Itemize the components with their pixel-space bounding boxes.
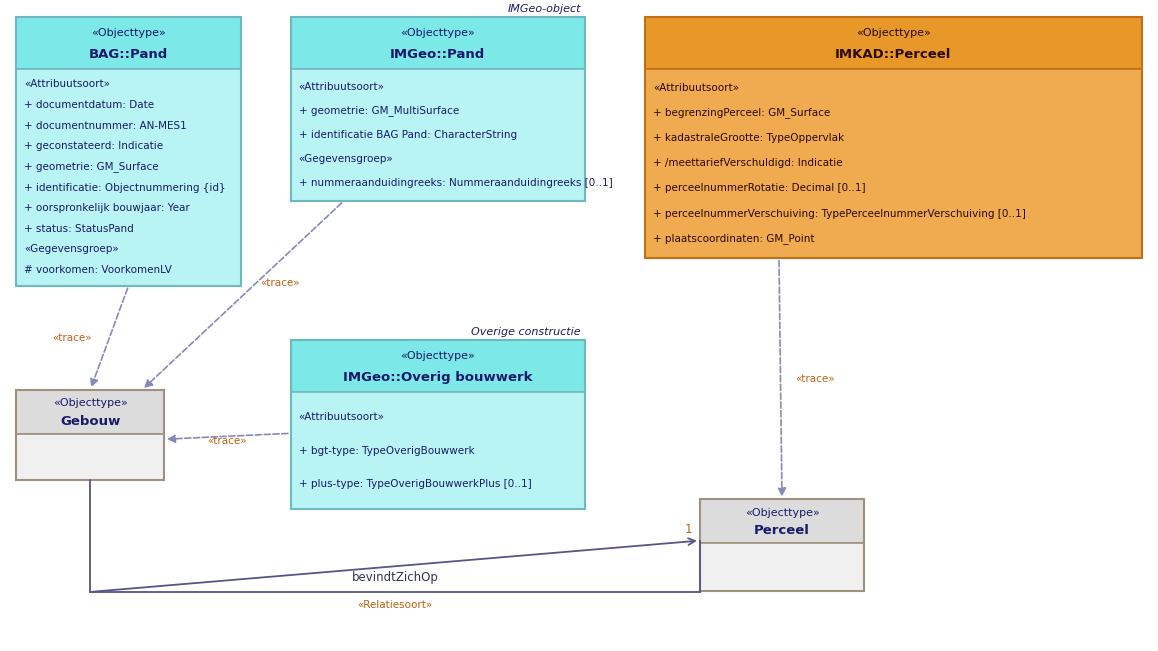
- Bar: [291, 392, 585, 509]
- Bar: [291, 69, 585, 201]
- Text: + geometrie: GM_MultiSurface: + geometrie: GM_MultiSurface: [299, 105, 459, 117]
- Text: + plaatscoordinaten: GM_Point: + plaatscoordinaten: GM_Point: [653, 234, 814, 244]
- Text: + perceelnummerVerschuiving: TypePerceelnummerVerschuiving [0..1]: + perceelnummerVerschuiving: TypePerceel…: [653, 209, 1026, 219]
- Text: + identificatie: Objectnummering {id}: + identificatie: Objectnummering {id}: [24, 182, 226, 193]
- Text: + plus-type: TypeOverigBouwwerkPlus [0..1]: + plus-type: TypeOverigBouwwerkPlus [0..…: [299, 479, 532, 490]
- Bar: [645, 17, 1142, 69]
- Text: «trace»: «trace»: [261, 277, 300, 288]
- Text: + /meettariefVerschuldigd: Indicatie: + /meettariefVerschuldigd: Indicatie: [653, 158, 843, 168]
- Bar: [291, 17, 585, 69]
- Text: «Attribuutsoort»: «Attribuutsoort»: [299, 82, 384, 92]
- Text: + identificatie BAG Pand: CharacterString: + identificatie BAG Pand: CharacterStrin…: [299, 130, 516, 140]
- Text: + status: StatusPand: + status: StatusPand: [24, 224, 134, 234]
- Text: «Objecttype»: «Objecttype»: [401, 351, 475, 361]
- Text: «Gegevensgroep»: «Gegevensgroep»: [24, 245, 119, 255]
- Text: «Objecttype»: «Objecttype»: [91, 27, 166, 38]
- Bar: [291, 17, 585, 201]
- Bar: [16, 390, 164, 480]
- Bar: [699, 499, 864, 591]
- Text: IMGeo-object: IMGeo-object: [507, 4, 581, 14]
- Text: «Objecttype»: «Objecttype»: [53, 398, 127, 408]
- Text: «trace»: «trace»: [796, 374, 835, 383]
- Bar: [16, 17, 241, 286]
- Text: «Attribuutsoort»: «Attribuutsoort»: [24, 79, 110, 89]
- Bar: [699, 499, 864, 543]
- Text: 1: 1: [684, 523, 691, 536]
- Text: + kadastraleGrootte: TypeOppervlak: + kadastraleGrootte: TypeOppervlak: [653, 133, 844, 143]
- Text: + bgt-type: TypeOverigBouwwerk: + bgt-type: TypeOverigBouwwerk: [299, 446, 475, 456]
- Bar: [16, 434, 164, 480]
- Text: «Attribuutsoort»: «Attribuutsoort»: [653, 83, 739, 92]
- Text: IMGeo::Overig bouwwerk: IMGeo::Overig bouwwerk: [343, 371, 533, 384]
- Text: Perceel: Perceel: [754, 525, 809, 538]
- Bar: [16, 390, 164, 434]
- Text: Overige constructie: Overige constructie: [471, 327, 581, 337]
- Text: «Gegevensgroep»: «Gegevensgroep»: [299, 154, 394, 164]
- Text: + oorspronkelijk bouwjaar: Year: + oorspronkelijk bouwjaar: Year: [24, 203, 190, 213]
- Text: BAG::Pand: BAG::Pand: [89, 48, 168, 61]
- Text: «Attribuutsoort»: «Attribuutsoort»: [299, 412, 384, 422]
- Text: # voorkomen: VoorkomenLV: # voorkomen: VoorkomenLV: [24, 265, 173, 275]
- Text: + documentnummer: AN-MES1: + documentnummer: AN-MES1: [24, 120, 188, 131]
- Bar: [16, 17, 241, 69]
- Text: + nummeraanduidingreeks: Nummeraanduidingreeks [0..1]: + nummeraanduidingreeks: Nummeraanduidin…: [299, 178, 613, 188]
- Text: «trace»: «trace»: [52, 333, 91, 343]
- Text: Gebouw: Gebouw: [60, 415, 120, 428]
- Bar: [16, 69, 241, 286]
- Bar: [699, 543, 864, 591]
- Text: + begrenzingPerceel: GM_Surface: + begrenzingPerceel: GM_Surface: [653, 107, 830, 118]
- Text: bevindtZichOp: bevindtZichOp: [352, 571, 439, 584]
- Text: + perceelnummerRotatie: Decimal [0..1]: + perceelnummerRotatie: Decimal [0..1]: [653, 184, 865, 193]
- Bar: [645, 69, 1142, 258]
- Text: «Relatiesoort»: «Relatiesoort»: [358, 600, 433, 610]
- Text: IMKAD::Perceel: IMKAD::Perceel: [835, 48, 952, 61]
- Text: + geconstateerd: Indicatie: + geconstateerd: Indicatie: [24, 141, 163, 151]
- Bar: [291, 340, 585, 392]
- Text: + geometrie: GM_Surface: + geometrie: GM_Surface: [24, 161, 159, 173]
- Text: + documentdatum: Date: + documentdatum: Date: [24, 100, 154, 110]
- Bar: [645, 17, 1142, 258]
- Bar: [291, 340, 585, 509]
- Text: «Objecttype»: «Objecttype»: [856, 27, 931, 38]
- Text: «Objecttype»: «Objecttype»: [745, 508, 820, 518]
- Text: «Objecttype»: «Objecttype»: [401, 27, 475, 38]
- Text: IMGeo::Pand: IMGeo::Pand: [390, 48, 485, 61]
- Text: «trace»: «trace»: [207, 436, 247, 446]
